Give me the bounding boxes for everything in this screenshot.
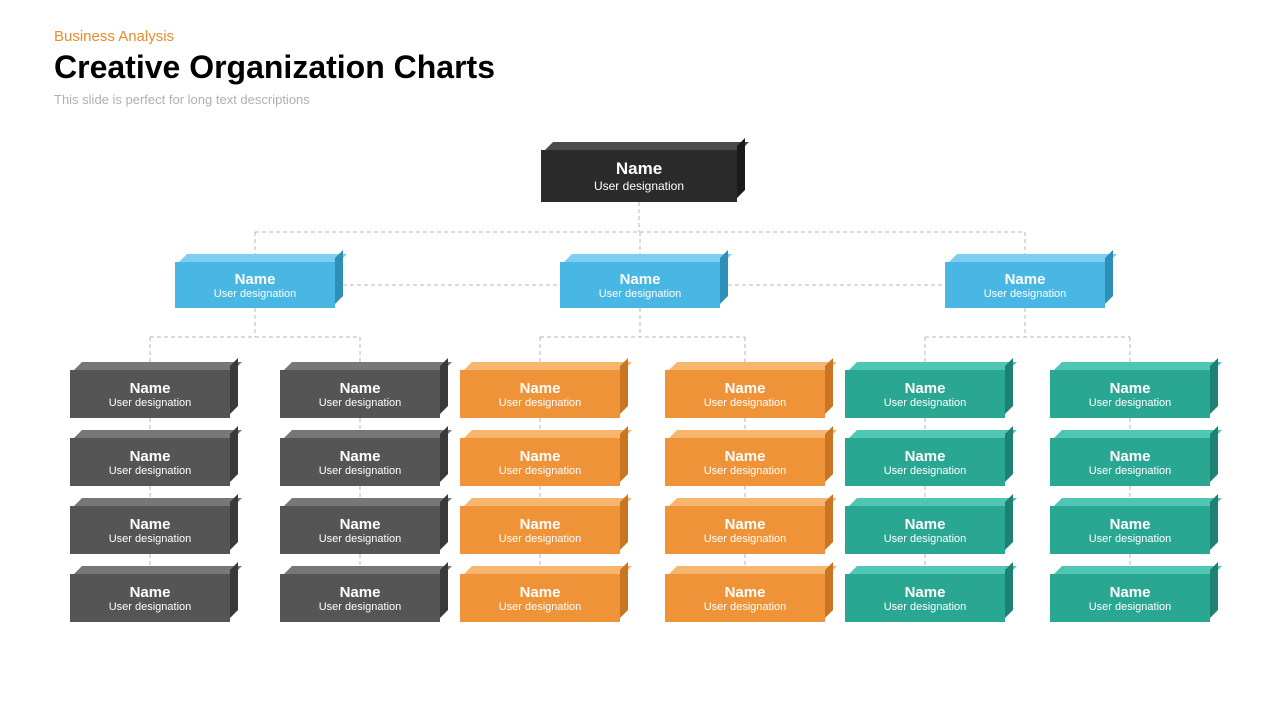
node-designation: User designation (109, 397, 192, 409)
org-node-l3-0-1-2: NameUser designation (280, 506, 440, 554)
node-name: Name (905, 584, 946, 601)
org-node-l3-1-0-2: NameUser designation (460, 506, 620, 554)
node-name: Name (620, 271, 661, 288)
org-node-l3-1-1-0: NameUser designation (665, 370, 825, 418)
node-designation: User designation (214, 288, 297, 300)
node-designation: User designation (984, 288, 1067, 300)
org-node-l3-1-0-3: NameUser designation (460, 574, 620, 622)
org-chart: NameUser designationNameUser designation… (0, 0, 1280, 720)
node-name: Name (520, 380, 561, 397)
org-node-l3-1-0-1: NameUser designation (460, 438, 620, 486)
org-node-l3-2-1-0: NameUser designation (1050, 370, 1210, 418)
node-name: Name (616, 159, 662, 179)
node-designation: User designation (109, 465, 192, 477)
node-name: Name (905, 516, 946, 533)
node-name: Name (1005, 271, 1046, 288)
org-node-l3-0-1-1: NameUser designation (280, 438, 440, 486)
node-name: Name (725, 584, 766, 601)
node-designation: User designation (499, 533, 582, 545)
node-designation: User designation (109, 533, 192, 545)
org-node-l3-2-1-1: NameUser designation (1050, 438, 1210, 486)
node-designation: User designation (109, 601, 192, 613)
node-designation: User designation (1089, 465, 1172, 477)
node-designation: User designation (884, 601, 967, 613)
node-name: Name (520, 584, 561, 601)
node-name: Name (235, 271, 276, 288)
node-designation: User designation (599, 288, 682, 300)
node-designation: User designation (319, 397, 402, 409)
org-node-l2-1: NameUser designation (560, 262, 720, 308)
node-name: Name (520, 516, 561, 533)
node-name: Name (130, 516, 171, 533)
org-node-l3-0-0-3: NameUser designation (70, 574, 230, 622)
org-node-l3-0-0-2: NameUser designation (70, 506, 230, 554)
node-designation: User designation (884, 465, 967, 477)
org-node-l2-2: NameUser designation (945, 262, 1105, 308)
node-designation: User designation (884, 533, 967, 545)
node-designation: User designation (1089, 397, 1172, 409)
org-node-l3-2-0-3: NameUser designation (845, 574, 1005, 622)
node-name: Name (340, 448, 381, 465)
node-name: Name (1110, 380, 1151, 397)
org-node-l3-1-0-0: NameUser designation (460, 370, 620, 418)
org-node-root: NameUser designation (541, 150, 737, 202)
node-designation: User designation (319, 601, 402, 613)
node-designation: User designation (884, 397, 967, 409)
node-name: Name (725, 448, 766, 465)
org-node-l3-1-1-2: NameUser designation (665, 506, 825, 554)
org-node-l2-0: NameUser designation (175, 262, 335, 308)
node-designation: User designation (499, 397, 582, 409)
node-designation: User designation (704, 397, 787, 409)
node-name: Name (1110, 448, 1151, 465)
node-designation: User designation (704, 465, 787, 477)
node-name: Name (340, 584, 381, 601)
node-designation: User designation (499, 601, 582, 613)
org-node-l3-2-0-0: NameUser designation (845, 370, 1005, 418)
node-name: Name (905, 448, 946, 465)
org-node-l3-0-1-0: NameUser designation (280, 370, 440, 418)
org-node-l3-2-0-1: NameUser designation (845, 438, 1005, 486)
org-node-l3-1-1-3: NameUser designation (665, 574, 825, 622)
node-designation: User designation (704, 601, 787, 613)
node-name: Name (520, 448, 561, 465)
node-designation: User designation (319, 533, 402, 545)
node-designation: User designation (319, 465, 402, 477)
node-name: Name (1110, 584, 1151, 601)
org-node-l3-2-0-2: NameUser designation (845, 506, 1005, 554)
node-name: Name (905, 380, 946, 397)
node-name: Name (130, 584, 171, 601)
node-name: Name (1110, 516, 1151, 533)
node-name: Name (725, 380, 766, 397)
node-designation: User designation (704, 533, 787, 545)
node-name: Name (130, 448, 171, 465)
org-node-l3-2-1-2: NameUser designation (1050, 506, 1210, 554)
node-designation: User designation (1089, 533, 1172, 545)
node-designation: User designation (1089, 601, 1172, 613)
org-node-l3-2-1-3: NameUser designation (1050, 574, 1210, 622)
org-node-l3-1-1-1: NameUser designation (665, 438, 825, 486)
org-node-l3-0-0-0: NameUser designation (70, 370, 230, 418)
node-name: Name (340, 380, 381, 397)
node-name: Name (130, 380, 171, 397)
node-designation: User designation (499, 465, 582, 477)
node-designation: User designation (594, 179, 684, 193)
node-name: Name (340, 516, 381, 533)
node-name: Name (725, 516, 766, 533)
org-node-l3-0-0-1: NameUser designation (70, 438, 230, 486)
org-node-l3-0-1-3: NameUser designation (280, 574, 440, 622)
